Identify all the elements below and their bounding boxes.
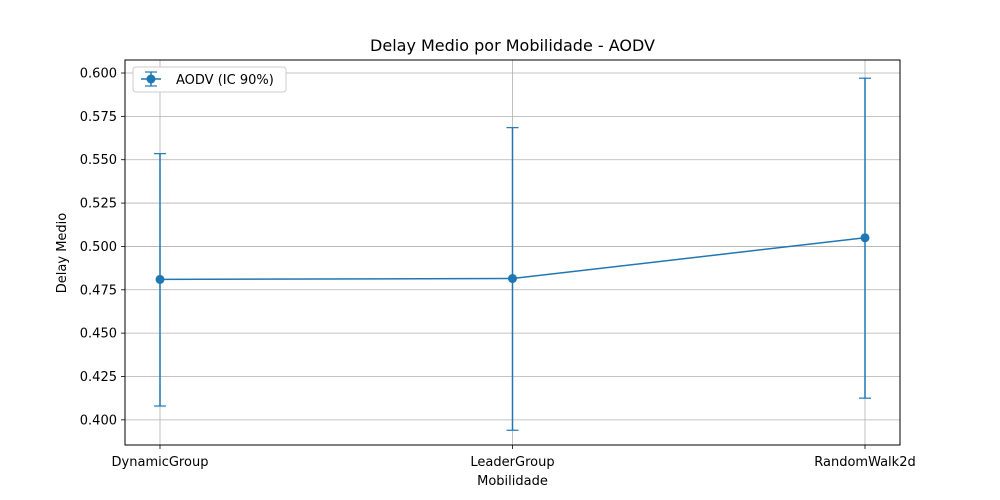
series-layer bbox=[154, 77, 871, 431]
y-tick-label: 0.400 bbox=[80, 413, 117, 428]
y-tick-label: 0.575 bbox=[80, 110, 117, 125]
legend: AODV (IC 90%) bbox=[132, 66, 287, 93]
ticks: 0.400 0.425 0.450 0.475 0.500 0.525 0.550 0.575… bbox=[80, 67, 916, 470]
legend-label: AODV (IC 90%) bbox=[176, 73, 274, 88]
x-tick-label: LeaderGroup bbox=[470, 455, 554, 470]
legend-box bbox=[132, 66, 287, 93]
x-axis-label: Mobilidade bbox=[477, 474, 548, 489]
y-tick-label: 0.600 bbox=[80, 67, 117, 82]
y-tick-label: 0.525 bbox=[80, 197, 117, 212]
y-tick-label: 0.450 bbox=[80, 327, 117, 342]
y-tick-label: 0.550 bbox=[80, 153, 117, 168]
legend-point-marker bbox=[146, 74, 156, 84]
chart-title: Delay Medio por Mobilidade - AODV bbox=[370, 36, 655, 55]
data-point bbox=[508, 274, 517, 284]
y-tick-label: 0.500 bbox=[80, 240, 117, 255]
data-point bbox=[860, 233, 870, 243]
y-axis-label: Delay Medio bbox=[55, 213, 70, 293]
x-tick-label: RandomWalk2d bbox=[814, 455, 915, 470]
data-point bbox=[155, 274, 165, 284]
y-tick-label: 0.425 bbox=[80, 370, 117, 385]
x-tick-label: DynamicGroup bbox=[112, 455, 209, 470]
y-tick-label: 0.475 bbox=[80, 283, 117, 298]
